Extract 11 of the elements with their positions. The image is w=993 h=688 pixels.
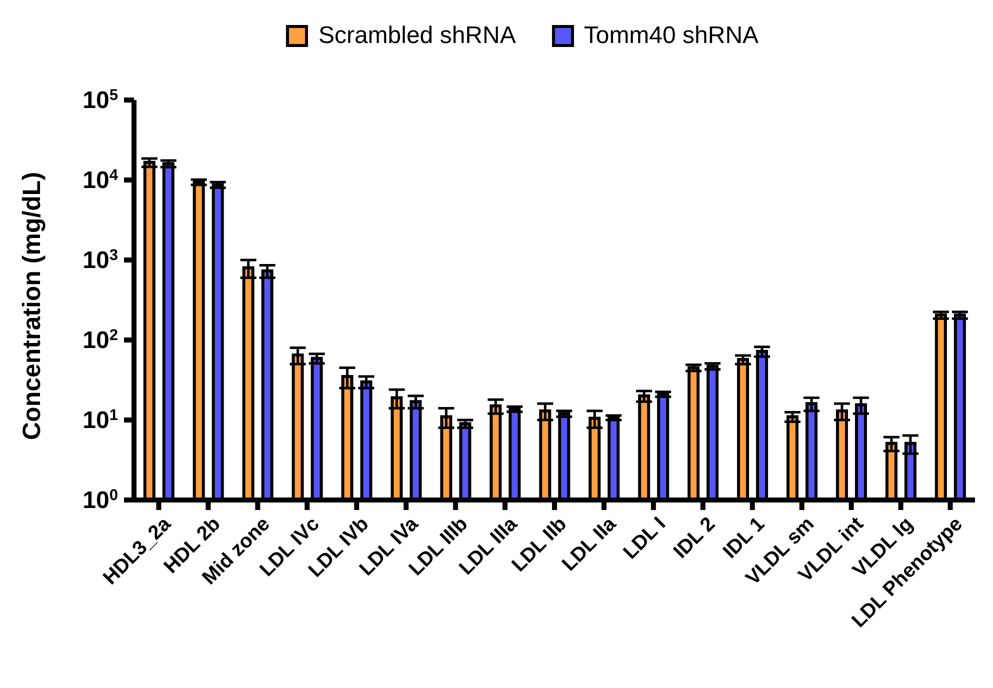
x-tick-label: IDL 2: [670, 513, 720, 563]
y-tick-label: 10$^{4}$: [82, 166, 118, 194]
y-axis-title: Concentration (mg/dL): [18, 172, 46, 440]
y-tick-label: 10$^{5}$: [82, 86, 118, 114]
legend-label: Tomm40 shRNA: [584, 22, 759, 50]
y-tick-label: 10$^{2}$: [82, 326, 118, 354]
y-tick-label: 10$^{3}$: [82, 246, 118, 274]
x-tick-label: LDL I: [619, 513, 670, 564]
y-tick-label: 10$^{1}$: [82, 406, 118, 434]
y-tick-label: 10$^{0}$: [82, 486, 118, 514]
legend-label: Scrambled shRNA: [318, 22, 516, 50]
